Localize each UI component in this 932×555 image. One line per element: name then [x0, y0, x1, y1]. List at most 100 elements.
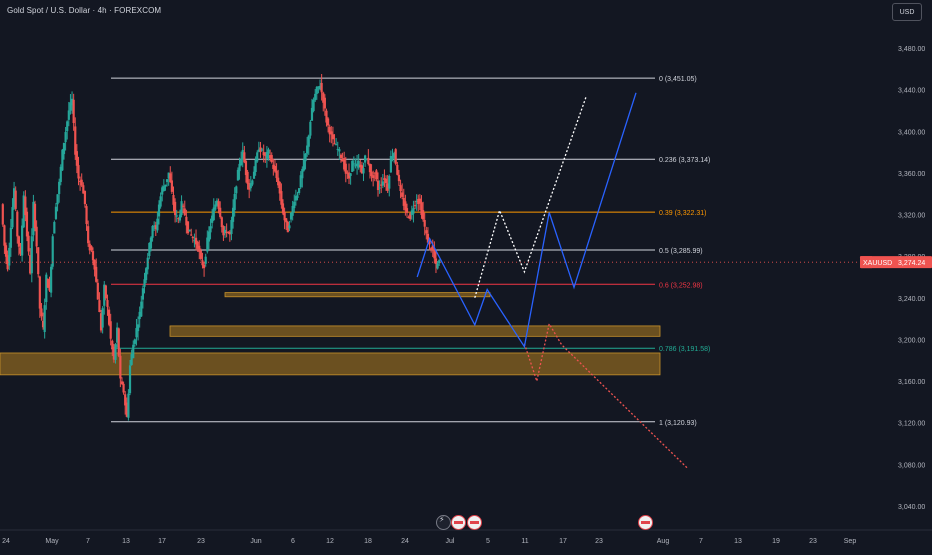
candle-body — [186, 221, 190, 234]
candles-layer — [1, 74, 441, 421]
candle-body — [9, 227, 12, 248]
candle-body — [281, 203, 285, 214]
candle-body — [317, 86, 320, 88]
candle-body — [372, 175, 375, 178]
candle-body — [93, 259, 96, 270]
fib-levels-layer: 0 (3,451.05) 0.236 (3,373.14) 0.39 (3,322.… — [111, 76, 710, 427]
time-axis[interactable]: 24 May 7 13 17 23 Jun 6 12 18 24 Jul 5 11 17 23 Aug 7 13 19… — [0, 529, 932, 550]
candle-body — [347, 172, 351, 179]
candle-body — [143, 279, 146, 287]
candle-body — [301, 168, 304, 179]
candle-body — [185, 216, 188, 226]
candle-body — [401, 192, 404, 197]
candle-body — [336, 149, 339, 151]
candle-body — [222, 226, 225, 236]
candle-body — [233, 193, 236, 210]
candle-body — [402, 197, 405, 206]
candle-body — [339, 154, 343, 158]
candle-body — [291, 205, 294, 216]
candle-body — [304, 153, 307, 162]
candle-body — [112, 346, 116, 360]
candle-body — [96, 282, 99, 300]
candle-body — [67, 110, 70, 120]
candle-body — [21, 225, 24, 256]
candle-body — [188, 229, 191, 232]
event-us-flag-icon[interactable] — [638, 515, 653, 530]
candle-body — [109, 321, 112, 339]
candle-body — [270, 155, 273, 163]
fib-level-label: 0.5 (3,285.99) — [659, 248, 703, 255]
candle-body — [41, 320, 45, 328]
currency-button[interactable]: USD — [892, 3, 922, 21]
candle-body — [417, 199, 420, 205]
candle-body — [407, 217, 410, 219]
candle-body — [167, 172, 170, 179]
candle-body — [286, 221, 289, 233]
candle-body — [114, 344, 117, 360]
candle-body — [315, 86, 318, 94]
candle-body — [135, 327, 138, 338]
candle-body — [383, 178, 386, 181]
candle-body — [426, 233, 430, 243]
candle-body — [24, 196, 27, 216]
candle-body — [396, 164, 399, 175]
candle-body — [82, 185, 85, 194]
candle-body — [241, 149, 244, 160]
candle-body — [299, 175, 302, 188]
event-flash-icon[interactable] — [436, 515, 451, 530]
candle-body — [190, 234, 193, 236]
candle-body — [217, 201, 220, 209]
candle-body — [275, 170, 278, 179]
event-us-flag-icon[interactable] — [451, 515, 466, 530]
price-badge — [860, 256, 932, 269]
candle-body — [69, 102, 72, 111]
candle-body — [111, 340, 114, 350]
candle-body — [4, 245, 8, 257]
candle-body — [183, 208, 186, 216]
candle-body — [260, 149, 264, 151]
candle-body — [90, 245, 93, 251]
support-zone — [169, 325, 661, 337]
candle-body — [436, 263, 439, 269]
candle-body — [162, 186, 165, 192]
candle-body — [201, 260, 204, 266]
candle-body — [418, 198, 421, 204]
price-axis[interactable]: 3,040.00 3,080.00 3,120.00 3,160.00 3,200.00… — [860, 0, 932, 530]
candle-body — [1, 204, 4, 225]
candle-body — [386, 183, 389, 191]
time-tick-label: Sep — [844, 538, 857, 545]
candle-body — [48, 284, 51, 291]
candle-body — [278, 182, 281, 194]
candle-body — [175, 215, 178, 217]
candle-body — [87, 226, 90, 244]
candle-body — [198, 245, 201, 252]
candle-body — [193, 240, 196, 242]
candle-body — [352, 163, 355, 165]
candle-body — [74, 126, 77, 155]
candle-body — [285, 218, 288, 223]
event-us-flag-icon[interactable] — [467, 515, 482, 530]
time-tick-label: 13 — [734, 538, 742, 545]
candle-body — [83, 190, 87, 205]
price-badge-symbol: XAUUSD — [863, 260, 892, 267]
candle-body — [431, 245, 434, 251]
candle-body — [380, 184, 383, 186]
candle-body — [375, 170, 378, 180]
candle-body — [58, 181, 61, 195]
candle-body — [11, 207, 14, 228]
time-tick-label: 23 — [197, 538, 205, 545]
candle-body — [46, 279, 49, 288]
candle-body — [240, 159, 243, 166]
candle-body — [405, 208, 409, 213]
candle-body — [141, 288, 145, 300]
candle-body — [133, 339, 136, 344]
candle-body — [146, 257, 149, 270]
candle-body — [409, 213, 412, 219]
candle-body — [367, 157, 370, 165]
candle-body — [157, 204, 161, 217]
time-tick-label: 17 — [158, 538, 166, 545]
candle-body — [19, 247, 22, 254]
candle-body — [72, 99, 75, 124]
